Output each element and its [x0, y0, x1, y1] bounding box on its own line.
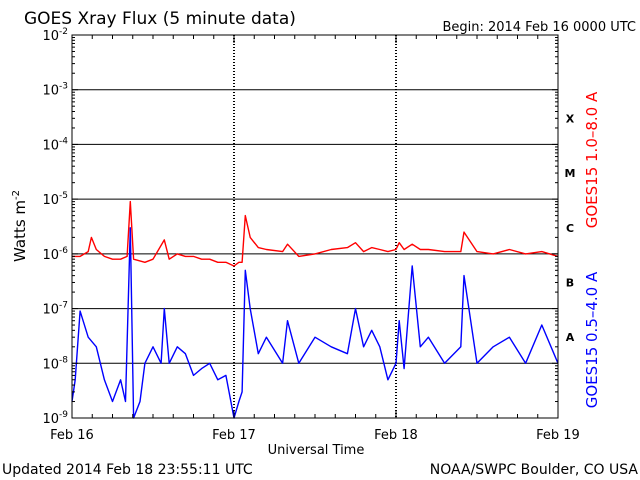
- flare-class-m: M: [565, 167, 576, 180]
- y-tick-label-0: 10-2: [42, 27, 68, 44]
- y-axis-label-text: Watts m: [11, 200, 29, 262]
- y-tick-label-3: 10-5: [42, 191, 68, 208]
- series-layer: [71, 200, 559, 419]
- x-tick-label-1: Feb 17: [212, 428, 256, 443]
- y-tick-label-6: 10-8: [42, 355, 68, 372]
- grid-lines: [72, 89, 558, 364]
- vertical-day-markers: [233, 35, 397, 418]
- flare-class-b: B: [566, 276, 574, 289]
- y-tick-label-2: 10-4: [42, 136, 68, 153]
- flare-class-x: X: [566, 112, 575, 125]
- x-tick-label-3: Feb 19: [536, 428, 580, 443]
- begin-label: Begin: 2014 Feb 16 0000 UTC: [442, 20, 636, 35]
- x-axis-label: Universal Time: [268, 443, 365, 458]
- series-line-1: [71, 227, 559, 419]
- y-tick-label-7: 10-9: [42, 410, 68, 427]
- y-axis-ticks: 10-2 10-3 10-4 10-5 10-6 10-7 10-8 10-9: [42, 27, 558, 427]
- legend-series-short: GOES15 0.5–4.0 A: [583, 271, 601, 408]
- y-axis-label-exponent: -2: [11, 190, 22, 200]
- flare-class-a: A: [566, 331, 575, 344]
- y-tick-label-5: 10-7: [42, 301, 68, 318]
- x-axis-ticks: Feb 16 Feb 17 Feb 18 Feb 19: [50, 35, 580, 443]
- y-tick-label-4: 10-6: [42, 246, 68, 263]
- legend-series-long: GOES15 1.0–8.0 A: [583, 91, 601, 228]
- x-tick-label-2: Feb 18: [374, 428, 418, 443]
- chart-title: GOES Xray Flux (5 minute data): [24, 9, 296, 29]
- flare-class-c: C: [566, 222, 574, 235]
- y-tick-label-1: 10-3: [42, 82, 68, 99]
- y-axis-label: Watts m-2: [11, 190, 29, 262]
- series-line-0: [72, 200, 559, 267]
- flare-class-labels: X M C B A: [565, 112, 576, 344]
- x-tick-label-0: Feb 16: [50, 428, 94, 443]
- updated-timestamp: Updated 2014 Feb 18 23:55:11 UTC: [2, 462, 253, 478]
- credit-text: NOAA/SWPC Boulder, CO USA: [430, 462, 639, 478]
